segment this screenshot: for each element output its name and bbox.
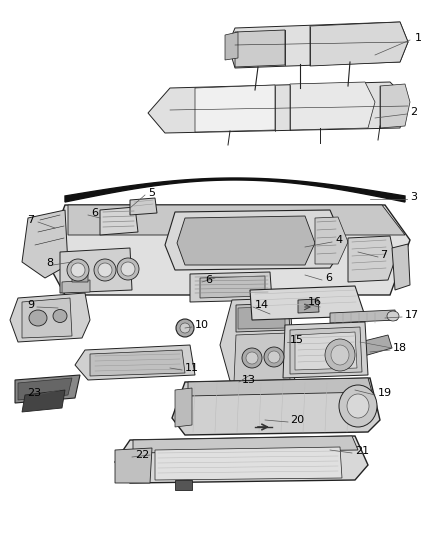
Ellipse shape [246, 352, 258, 364]
Text: 10: 10 [195, 320, 209, 330]
Polygon shape [250, 286, 365, 320]
Polygon shape [115, 448, 152, 483]
Polygon shape [290, 327, 362, 374]
Polygon shape [10, 293, 90, 342]
Polygon shape [236, 303, 290, 332]
Ellipse shape [121, 262, 135, 276]
Text: 7: 7 [27, 215, 34, 225]
Polygon shape [310, 22, 408, 66]
Polygon shape [190, 272, 272, 302]
Text: 14: 14 [255, 300, 269, 310]
Ellipse shape [268, 351, 280, 363]
Polygon shape [115, 436, 368, 483]
Polygon shape [68, 205, 405, 235]
Ellipse shape [180, 323, 190, 333]
Polygon shape [90, 350, 185, 376]
Ellipse shape [331, 345, 349, 365]
Polygon shape [60, 248, 132, 293]
Polygon shape [175, 388, 192, 427]
Ellipse shape [325, 339, 355, 371]
Polygon shape [155, 447, 342, 480]
Ellipse shape [387, 311, 399, 321]
Polygon shape [330, 310, 397, 323]
Ellipse shape [117, 258, 139, 280]
Polygon shape [392, 244, 410, 290]
Polygon shape [360, 335, 392, 356]
Polygon shape [22, 390, 65, 412]
Polygon shape [295, 332, 357, 370]
Ellipse shape [98, 263, 112, 277]
Text: 19: 19 [378, 388, 392, 398]
Polygon shape [22, 298, 72, 338]
Text: 8: 8 [46, 258, 53, 268]
Polygon shape [315, 217, 348, 264]
Text: 7: 7 [380, 250, 387, 260]
Polygon shape [195, 85, 275, 132]
Ellipse shape [176, 319, 194, 337]
Text: 20: 20 [290, 415, 304, 425]
Polygon shape [172, 378, 380, 435]
Ellipse shape [242, 348, 262, 368]
Polygon shape [238, 306, 285, 329]
Text: 21: 21 [355, 446, 369, 456]
Text: 4: 4 [335, 235, 342, 245]
Text: 16: 16 [308, 297, 322, 307]
Polygon shape [228, 22, 408, 68]
Polygon shape [177, 216, 315, 265]
Polygon shape [290, 82, 375, 130]
Polygon shape [380, 84, 410, 128]
Ellipse shape [94, 259, 116, 281]
Text: 15: 15 [290, 335, 304, 345]
Polygon shape [45, 205, 410, 295]
Polygon shape [165, 210, 345, 270]
Polygon shape [130, 198, 157, 215]
Text: 3: 3 [410, 192, 417, 202]
Text: 18: 18 [393, 343, 407, 353]
Polygon shape [348, 236, 395, 282]
Text: 11: 11 [185, 363, 199, 373]
Text: 5: 5 [148, 188, 155, 198]
Polygon shape [148, 82, 408, 133]
Polygon shape [75, 345, 195, 380]
Ellipse shape [67, 259, 89, 281]
Ellipse shape [339, 385, 377, 427]
Polygon shape [283, 322, 368, 378]
Polygon shape [200, 276, 265, 298]
Ellipse shape [347, 394, 369, 418]
Text: 6: 6 [205, 275, 212, 285]
Text: 17: 17 [405, 310, 419, 320]
Text: 23: 23 [27, 388, 41, 398]
Polygon shape [133, 436, 358, 453]
Text: 1: 1 [415, 33, 422, 43]
Text: 22: 22 [135, 450, 149, 460]
Polygon shape [175, 480, 192, 490]
Text: 13: 13 [242, 375, 256, 385]
Ellipse shape [53, 310, 67, 322]
Ellipse shape [29, 310, 47, 326]
Polygon shape [15, 375, 80, 403]
Polygon shape [100, 207, 138, 235]
Polygon shape [298, 299, 319, 313]
Polygon shape [72, 274, 88, 282]
Polygon shape [62, 280, 90, 293]
Polygon shape [65, 178, 405, 202]
Ellipse shape [264, 347, 284, 367]
Ellipse shape [71, 263, 85, 277]
Polygon shape [235, 30, 285, 67]
Polygon shape [220, 298, 295, 388]
Polygon shape [234, 333, 290, 382]
Polygon shape [18, 378, 72, 400]
Text: 6: 6 [325, 273, 332, 283]
Text: 9: 9 [27, 300, 34, 310]
Text: 2: 2 [410, 107, 417, 117]
Text: 6: 6 [91, 208, 98, 218]
Polygon shape [22, 210, 68, 278]
Polygon shape [188, 378, 372, 396]
Polygon shape [225, 32, 238, 60]
